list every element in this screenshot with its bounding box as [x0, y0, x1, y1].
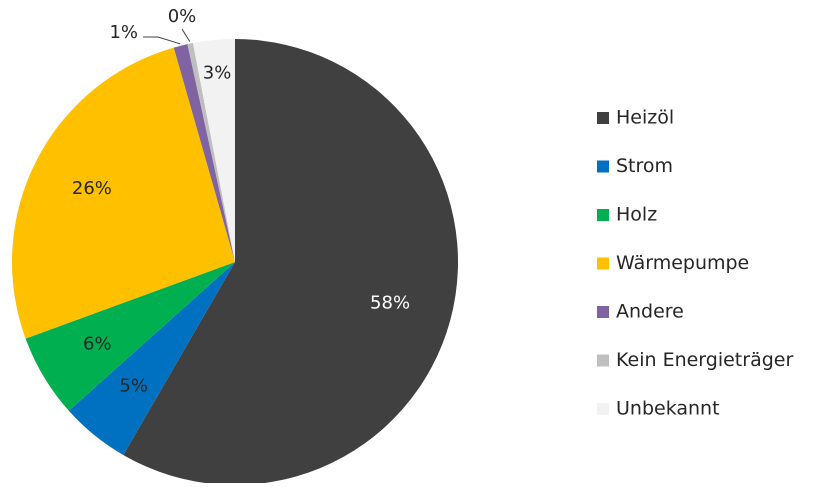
pie-slice — [187, 42, 235, 263]
legend-swatch — [597, 354, 609, 367]
legend-swatch — [597, 209, 609, 221]
leader-line — [143, 36, 181, 45]
data-label: 26% — [72, 178, 112, 199]
legend-label: Heizöl — [616, 107, 674, 129]
legend-swatch — [597, 112, 609, 124]
legend-label: Andere — [616, 301, 684, 323]
legend-label: Wärmepumpe — [616, 252, 749, 274]
legend-swatch — [597, 257, 609, 270]
legend-swatch — [597, 306, 609, 318]
pie-slice — [25, 262, 235, 411]
data-label: 1% — [109, 22, 138, 43]
pie-slice — [12, 47, 236, 339]
pie-slice — [123, 39, 458, 485]
pie-slice — [68, 262, 235, 456]
legend-swatch — [597, 160, 609, 173]
data-label: 6% — [83, 334, 112, 355]
legend-label: Kein Energieträger — [616, 349, 793, 371]
legend-label: Unbekannt — [616, 398, 720, 420]
data-label: 5% — [119, 376, 148, 397]
legend-label: Holz — [616, 204, 657, 226]
pie-slice — [192, 39, 235, 262]
data-label: 58% — [370, 293, 410, 314]
leader-line — [181, 28, 191, 42]
legend-swatch — [597, 403, 609, 415]
pie-slice — [173, 44, 235, 262]
legend-label: Strom — [616, 155, 673, 177]
data-label: 3% — [203, 62, 232, 83]
data-label: 0% — [168, 6, 197, 27]
